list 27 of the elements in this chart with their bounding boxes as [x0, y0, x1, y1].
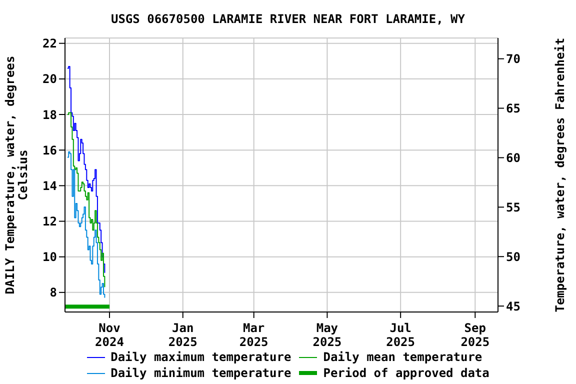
y2-axis-title: Temperature, water, degrees Fahrenheit: [553, 38, 567, 312]
y-tick-label: 8: [50, 286, 57, 300]
legend-label: Daily minimum temperature: [110, 366, 292, 380]
legend-label: Daily maximum temperature: [110, 350, 292, 364]
x-tick-label: Nov 2024: [95, 321, 124, 349]
y-tick-label: 20: [42, 72, 57, 86]
legend-label: Period of approved data: [323, 366, 490, 380]
y2-tick-label: 55: [506, 200, 520, 214]
legend-label: Daily mean temperature: [323, 350, 482, 364]
y2-tick-label: 50: [506, 250, 520, 264]
chart-title: USGS 06670500 LARAMIE RIVER NEAR FORT LARAMIE, WY: [110, 12, 466, 28]
y-tick-label: 22: [42, 36, 57, 51]
x-tick-label: Jan 2025: [168, 321, 198, 349]
y2-tick-label: 65: [506, 101, 520, 116]
y2-tick-label: 60: [506, 150, 520, 165]
x-tick-label: Mar 2025: [239, 321, 268, 349]
y-tick-label: 14: [42, 178, 57, 193]
y-axis-title: DAILY Temperature, water, degrees Celsius: [3, 56, 30, 294]
y-tick-label: 12: [42, 214, 57, 229]
x-tick-label: Sep 2025: [460, 321, 490, 349]
y-tick-label: 16: [42, 143, 57, 158]
y2-tick-label: 70: [506, 52, 520, 66]
y-tick-label: 10: [42, 250, 57, 264]
y-tick-label: 18: [42, 108, 57, 122]
y2-tick-label: 45: [506, 299, 520, 314]
x-tick-label: May 2025: [312, 321, 342, 349]
x-tick-label: Jul 2025: [386, 321, 416, 349]
